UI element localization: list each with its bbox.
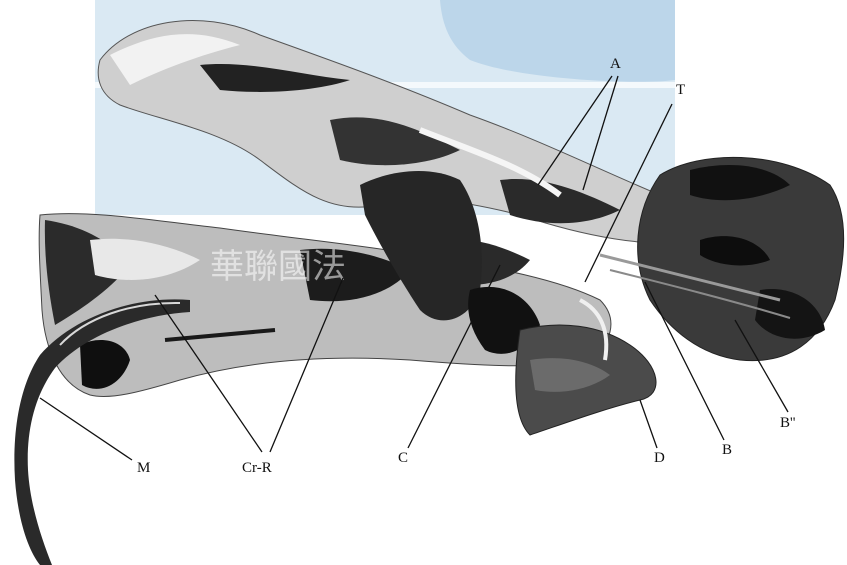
leader-lines [39, 75, 789, 461]
leader-line-m [39, 397, 133, 461]
label-t: T [676, 82, 686, 98]
label-d: D [654, 450, 665, 466]
specimen [14, 19, 845, 565]
label-b: B [722, 442, 733, 458]
label-cr-r: Cr-R [242, 460, 272, 476]
leader-line-crr-1 [154, 294, 263, 453]
watermark-text: 華聯國法 [210, 247, 346, 287]
leader-line-crr-2 [269, 277, 344, 453]
label-m: M [137, 460, 151, 476]
label-a: A [610, 56, 621, 72]
leader-line-a-1 [537, 75, 613, 186]
leader-line-c [407, 264, 501, 449]
leader-line-a-2 [582, 75, 619, 191]
leader-line-t [584, 103, 673, 283]
label-c: C [398, 450, 409, 466]
leader-line-b2 [734, 319, 789, 413]
leader-line-b [644, 281, 725, 441]
label-b-double-prime: B'' [780, 415, 796, 431]
leader-line-d [639, 399, 658, 449]
